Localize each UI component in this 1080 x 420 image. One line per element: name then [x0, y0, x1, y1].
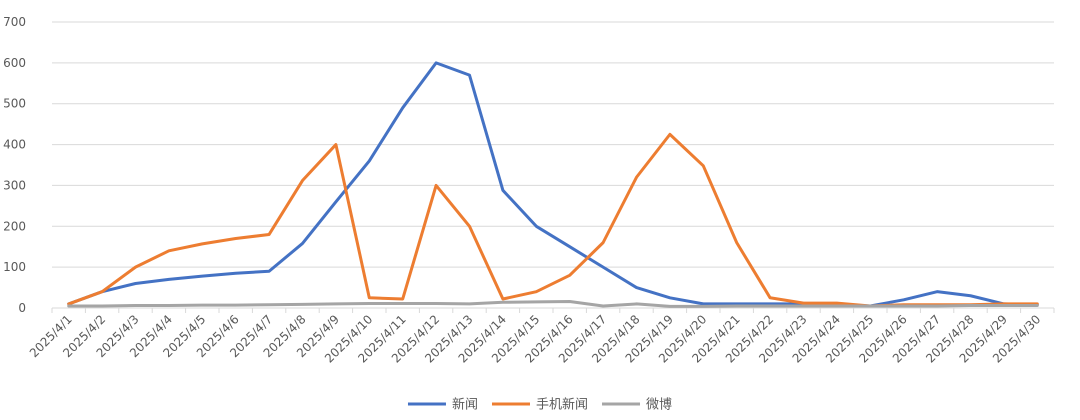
y-tick-label: 200: [3, 219, 26, 233]
series-line-3: [67, 299, 1039, 308]
y-tick-label: 0: [18, 301, 26, 315]
gridlines: [52, 21, 1054, 268]
y-tick-label: 500: [3, 97, 26, 111]
legend-item-2: 手机新闻: [491, 397, 588, 413]
legend: 新闻 手机新闻 微博: [407, 397, 672, 413]
series-line-1: [67, 61, 1039, 308]
y-tick-label: 600: [3, 56, 26, 70]
legend-label: 手机新闻: [536, 397, 588, 413]
y-tick-label: 400: [3, 138, 26, 152]
x-axis: 2025/4/12025/4/22025/4/32025/4/42025/4/5…: [27, 307, 1055, 366]
legend-item-3: 微博: [602, 398, 672, 413]
y-tick-label: 300: [3, 178, 26, 192]
y-tick-label: 100: [3, 260, 26, 274]
series-line-2: [67, 132, 1039, 308]
series-lines: [67, 61, 1039, 308]
y-tick-label: 700: [3, 15, 26, 29]
legend-item-1: 新闻: [407, 397, 478, 413]
legend-label: 微博: [646, 398, 672, 413]
legend-label: 新闻: [452, 397, 478, 413]
y-axis: 0 100 200 300 400 500 600 700: [3, 15, 26, 315]
